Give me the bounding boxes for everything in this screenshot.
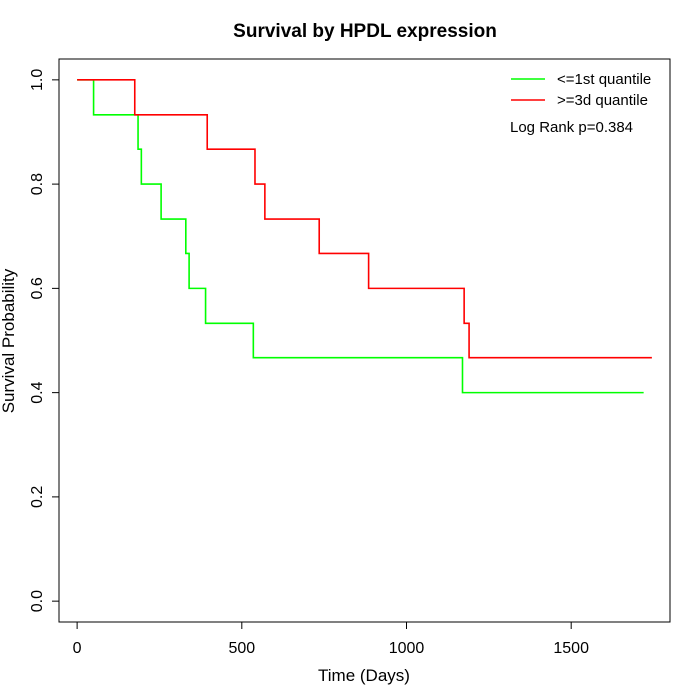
log-rank-annotation: Log Rank p=0.384 — [510, 119, 633, 136]
y-tick-label: 0.8 — [29, 173, 46, 195]
series-line-1 — [77, 79, 644, 394]
x-axis-label: Time (Days) — [318, 666, 410, 685]
y-tick-label: 0.6 — [29, 277, 46, 299]
x-axis: 0 500 1000 1500 — [73, 621, 589, 657]
x-tick-label: 1500 — [553, 640, 589, 657]
y-tick-label: 0.4 — [29, 381, 46, 403]
y-axis-label: Survival Probability — [0, 268, 18, 413]
x-tick-label: 0 — [73, 640, 82, 657]
y-tick-label: 0.2 — [29, 486, 46, 508]
x-tick-label: 500 — [228, 640, 255, 657]
legend: <=1st quantile >=3d quantile — [511, 71, 651, 109]
y-tick-label: 1.0 — [29, 69, 46, 91]
chart-title: Survival by HPDL expression — [233, 21, 497, 42]
plot-frame — [58, 58, 671, 623]
series-line-2 — [77, 79, 652, 359]
legend-label: >=3d quantile — [557, 92, 648, 109]
series-lines — [77, 79, 652, 394]
x-tick-label: 1000 — [389, 640, 425, 657]
y-tick-label: 0.0 — [29, 590, 46, 612]
legend-label: <=1st quantile — [557, 71, 651, 88]
y-axis: 0.0 0.2 0.4 0.6 0.8 1.0 — [29, 69, 60, 612]
